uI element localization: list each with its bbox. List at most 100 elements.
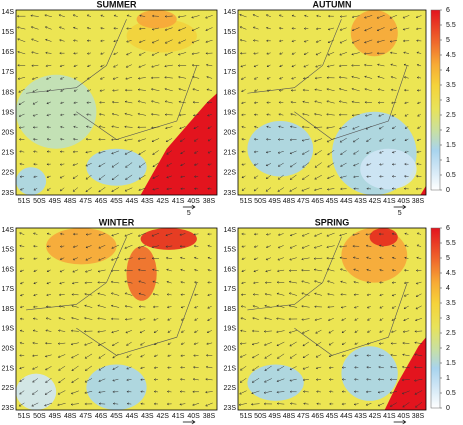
y-axis-label: 15S	[2, 29, 15, 36]
wind-arrow	[340, 293, 347, 296]
wind-arrow	[153, 354, 159, 357]
wind-arrow	[364, 114, 372, 117]
wind-arrow	[341, 318, 347, 321]
wind-arrow	[314, 305, 322, 308]
wind-arrow	[277, 245, 284, 249]
wind-arrow	[73, 64, 78, 68]
wind-arrow	[32, 101, 38, 105]
wind-arrow	[207, 138, 212, 142]
wind-arrow	[328, 390, 334, 393]
wind-arrow	[365, 403, 372, 406]
x-axis-label: 43S	[354, 198, 367, 205]
x-axis-label: 43S	[354, 413, 367, 420]
wind-arrow	[86, 39, 91, 43]
wind-arrow	[84, 402, 93, 406]
wind-arrow	[59, 269, 65, 273]
wind-arrow	[241, 150, 246, 154]
x-axis-label: 48S	[64, 198, 77, 205]
wind-arrow	[239, 365, 247, 371]
wind-arrow	[352, 138, 360, 143]
wind-arrow	[241, 163, 246, 166]
wind-arrow	[313, 245, 323, 249]
wind-arrow	[289, 402, 297, 405]
wind-arrow	[180, 163, 186, 167]
x-axis-label: 48S	[283, 198, 296, 205]
y-axis-label: 17S	[2, 286, 15, 293]
colorbar	[430, 9, 441, 191]
wind-arrow	[351, 39, 360, 44]
wind-arrow	[179, 403, 186, 406]
wind-arrow	[84, 281, 93, 285]
wind-arrow	[58, 293, 65, 297]
wind-arrow	[290, 89, 297, 92]
wind-arrow	[391, 244, 396, 248]
wind-arrow	[379, 163, 384, 166]
wind-arrow	[391, 175, 396, 178]
wind-arrow	[59, 39, 65, 42]
x-axis-label: 40S	[187, 198, 200, 205]
wind-arrow	[192, 88, 200, 91]
wind-arrow	[301, 174, 310, 180]
wind-arrow	[45, 329, 52, 332]
wind-arrow	[32, 126, 38, 129]
wind-arrow	[86, 101, 92, 104]
wind-arrow	[73, 77, 78, 80]
wind-arrow	[166, 390, 172, 393]
wind-arrow	[72, 175, 79, 179]
wind-arrow	[279, 64, 284, 68]
wind-arrow	[316, 390, 321, 393]
y-axis-label: 18S	[2, 89, 15, 96]
wind-arrow	[403, 88, 409, 92]
wind-arrow	[378, 244, 384, 248]
wind-arrow	[276, 317, 285, 320]
wind-arrow	[31, 38, 39, 42]
wind-arrow	[415, 293, 422, 297]
wind-arrow	[191, 15, 200, 19]
wind-arrow	[180, 187, 185, 191]
colorbar-tick-label: 4	[446, 285, 450, 292]
wind-arrow	[124, 280, 133, 284]
panel-frame	[15, 9, 218, 196]
wind-arrow	[391, 150, 396, 154]
wind-arrow	[72, 138, 78, 141]
wind-arrow	[251, 329, 260, 333]
wind-arrow	[59, 51, 65, 55]
wind-arrow	[112, 390, 119, 394]
shading	[420, 185, 426, 195]
wind-arrow	[58, 26, 65, 30]
wind-arrow	[98, 257, 106, 261]
wind-arrow	[415, 187, 422, 191]
wind-arrow	[264, 304, 272, 308]
panel-frame	[15, 227, 218, 411]
wind-arrow	[341, 378, 346, 381]
wind-arrow	[252, 317, 259, 320]
shading	[126, 246, 157, 301]
wind-arrow	[137, 245, 146, 249]
y-axis-label: 17S	[2, 69, 15, 76]
wind-arrow	[178, 39, 187, 44]
wind-arrow	[111, 244, 120, 249]
wind-arrow	[353, 280, 359, 284]
wind-arrow	[341, 402, 346, 406]
wind-arrow	[205, 52, 213, 55]
wind-arrow	[376, 39, 385, 43]
colorbar-tick-label: 5.5	[446, 240, 456, 247]
wind-arrow	[328, 366, 334, 369]
wind-arrow	[194, 318, 199, 321]
wind-arrow	[33, 293, 38, 297]
wind-arrow	[326, 256, 335, 260]
wind-arrow	[32, 317, 38, 320]
wind-arrow	[153, 378, 158, 381]
wind-arrow	[327, 39, 335, 44]
wind-arrow	[84, 365, 93, 371]
wind-arrow	[164, 126, 173, 130]
wind-arrow	[339, 39, 347, 44]
wind-arrow	[194, 306, 199, 309]
wind-arrow	[390, 342, 397, 345]
wind-arrow	[278, 89, 284, 92]
wind-arrow	[167, 330, 172, 333]
wind-arrow	[340, 306, 347, 309]
wind-arrow	[266, 64, 271, 68]
wind-arrow	[315, 14, 321, 18]
x-axis-label: 47S	[297, 198, 310, 205]
